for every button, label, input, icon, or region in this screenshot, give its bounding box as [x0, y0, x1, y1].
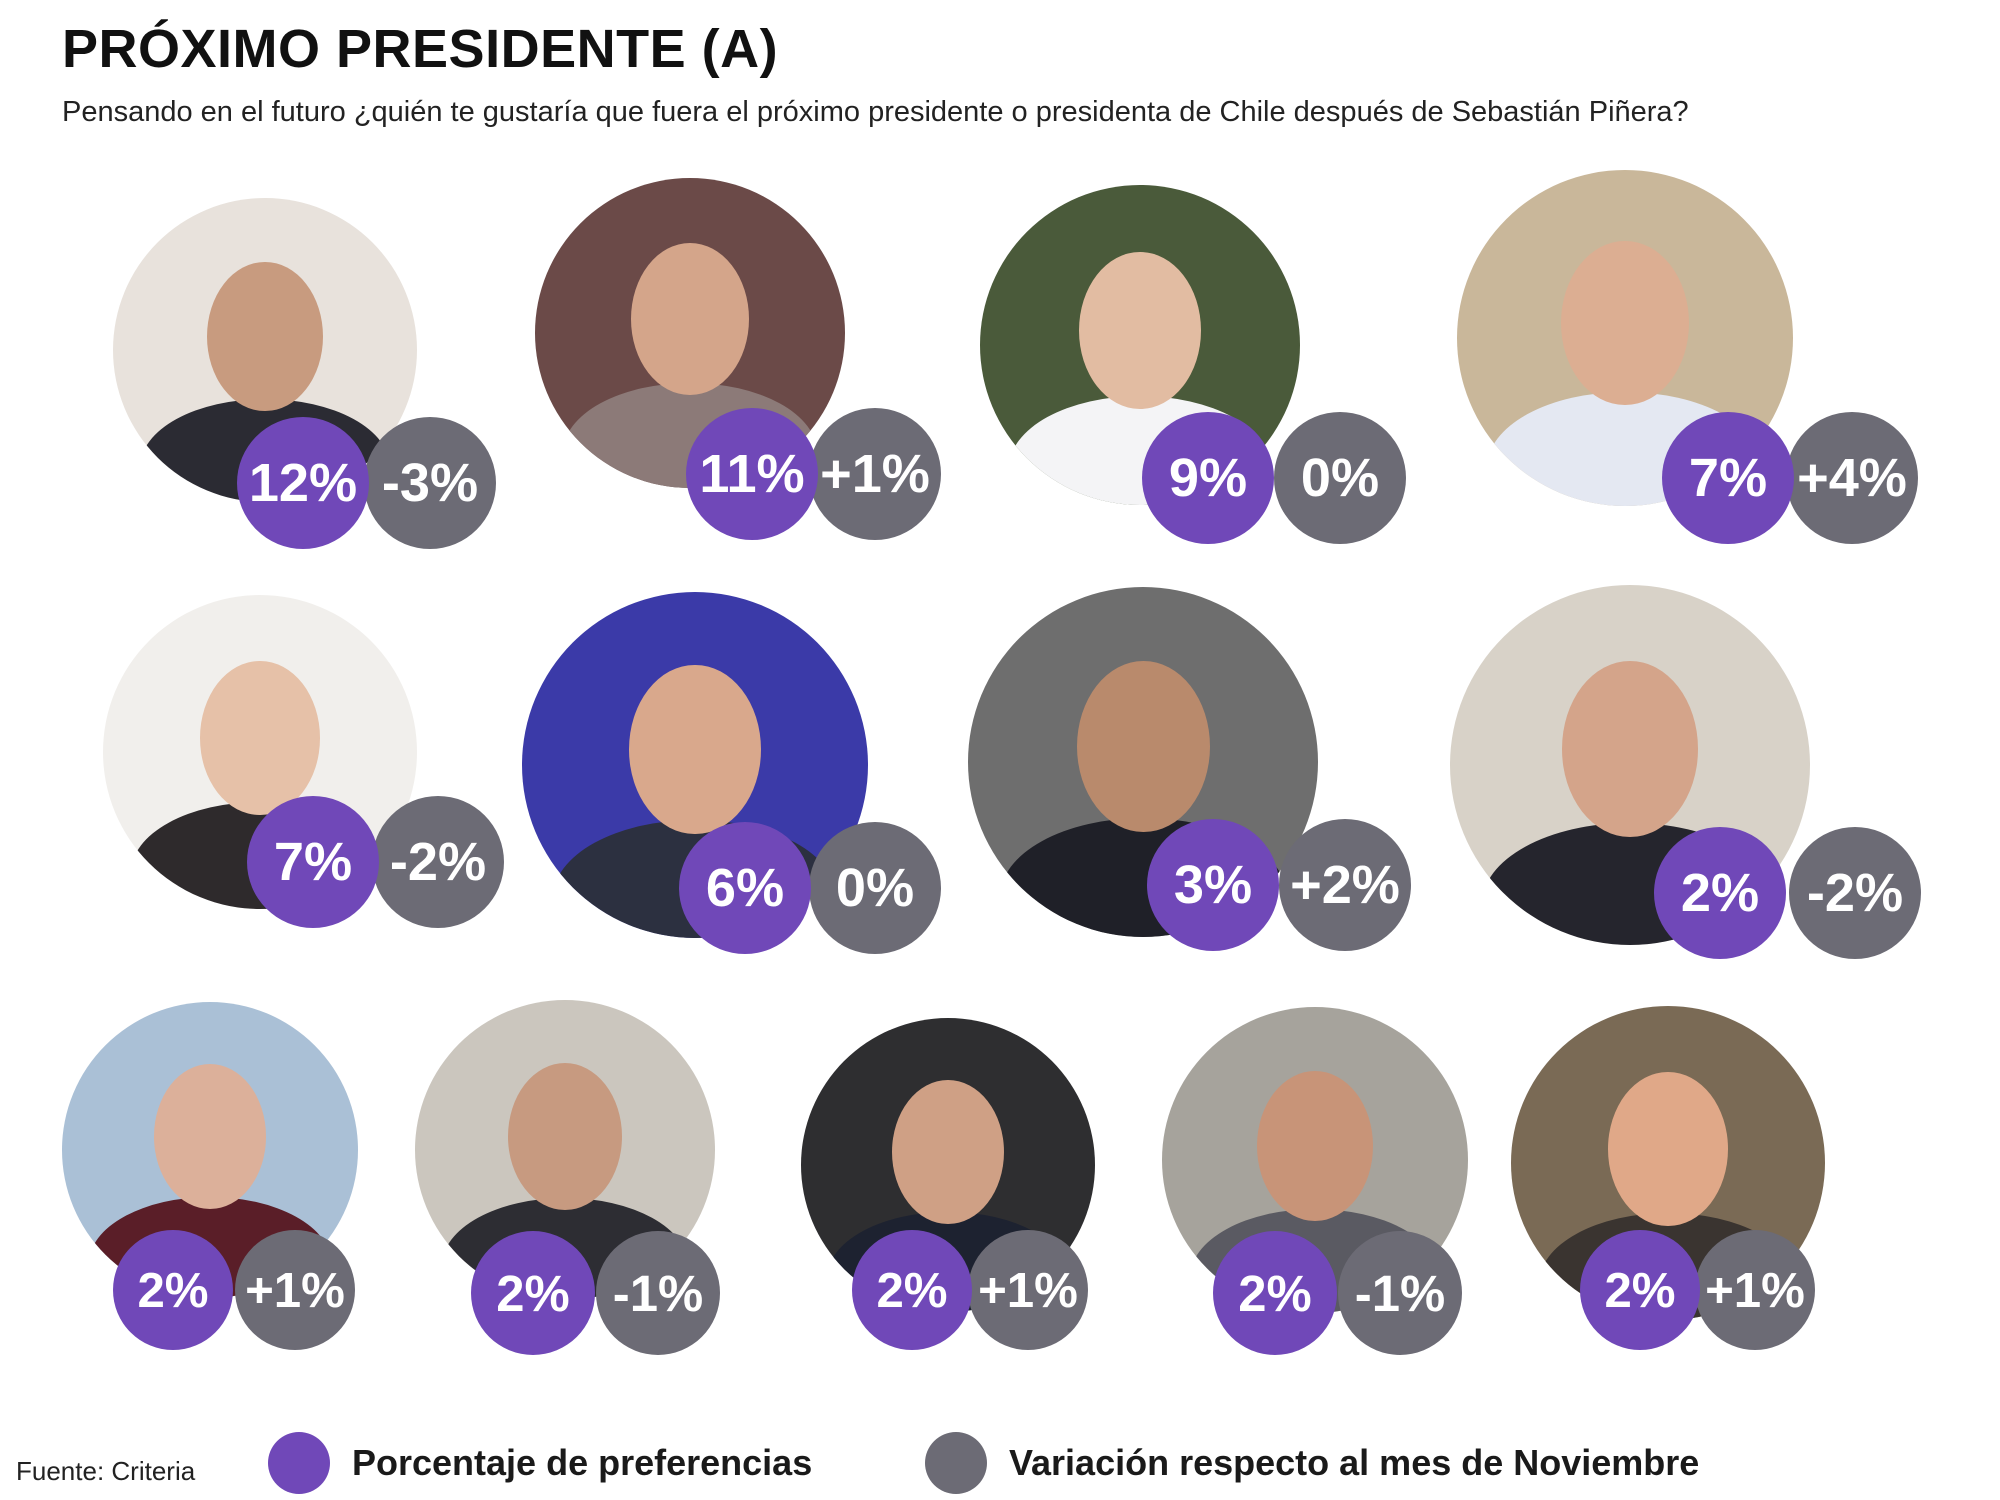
- variation-badge: -2%: [1789, 827, 1921, 959]
- preference-badge: 11%: [686, 408, 818, 540]
- variation-badge: +1%: [968, 1230, 1088, 1350]
- source-note: Fuente: Criteria: [16, 1456, 196, 1486]
- portrait-head: [1561, 240, 1689, 406]
- legend-preference: Porcentaje de preferencias: [268, 1432, 812, 1494]
- chart-title: PRÓXIMO PRESIDENTE (A): [62, 19, 779, 79]
- variation-badge: +1%: [235, 1230, 355, 1350]
- preference-badge: 2%: [1213, 1231, 1337, 1355]
- portrait-head: [1079, 252, 1201, 409]
- variation-badge: +1%: [809, 408, 941, 540]
- preference-badge: 2%: [1654, 827, 1786, 959]
- portrait-head: [631, 243, 749, 395]
- legend-variation-swatch: [925, 1432, 987, 1494]
- variation-badge: -2%: [372, 796, 504, 928]
- variation-badge: +4%: [1786, 412, 1918, 544]
- candidate-photo: [535, 178, 845, 488]
- preference-badge: 9%: [1142, 412, 1274, 544]
- variation-badge: -1%: [1338, 1231, 1462, 1355]
- portrait-head: [1561, 660, 1699, 837]
- preference-badge: 12%: [237, 417, 369, 549]
- preference-badge: 2%: [852, 1230, 972, 1350]
- variation-badge: +2%: [1279, 819, 1411, 951]
- portrait-head: [508, 1063, 622, 1210]
- portrait-head: [1608, 1071, 1728, 1226]
- variation-badge: -1%: [596, 1231, 720, 1355]
- preference-badge: 3%: [1147, 819, 1279, 951]
- portrait-head: [629, 664, 761, 835]
- legend-variation: Variación respecto al mes de Noviembre: [925, 1432, 1699, 1494]
- preference-badge: 2%: [113, 1230, 233, 1350]
- portrait-head: [1076, 660, 1210, 832]
- legend-preference-label: Porcentaje de preferencias: [352, 1442, 813, 1483]
- portrait-head: [200, 660, 320, 815]
- portrait-head: [153, 1064, 267, 1210]
- legend-preference-swatch: [268, 1432, 330, 1494]
- variation-badge: -3%: [364, 417, 496, 549]
- variation-badge: 0%: [1274, 412, 1406, 544]
- candidate-photo: [1457, 170, 1793, 506]
- legend-variation-label: Variación respecto al mes de Noviembre: [1009, 1442, 1700, 1483]
- preference-badge: 2%: [471, 1231, 595, 1355]
- preference-badge: 2%: [1580, 1230, 1700, 1350]
- portrait-head: [892, 1079, 1004, 1224]
- variation-badge: 0%: [809, 822, 941, 954]
- chart-subtitle: Pensando en el futuro ¿quién te gustaría…: [62, 96, 1689, 128]
- preference-badge: 6%: [679, 822, 811, 954]
- preference-badge: 7%: [247, 796, 379, 928]
- preference-badge: 7%: [1662, 412, 1794, 544]
- variation-badge: +1%: [1695, 1230, 1815, 1350]
- portrait-head: [207, 261, 323, 411]
- portrait-head: [1256, 1071, 1374, 1222]
